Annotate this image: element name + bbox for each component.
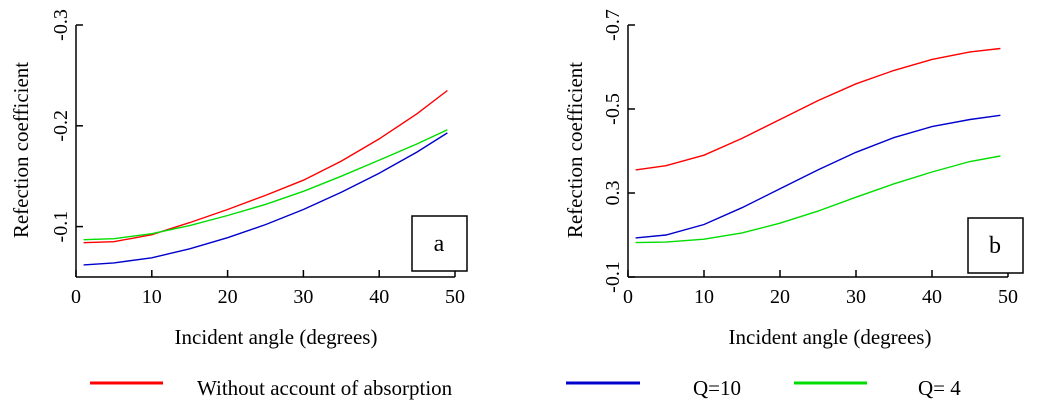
series-line-a-2	[83, 129, 448, 241]
panel-label-box-a	[411, 215, 468, 272]
legend-label-without-absorption: Without account of absorption	[197, 376, 453, 400]
y-tick-label-a: -0.3	[50, 9, 72, 41]
series-line-b-0	[635, 47, 1001, 171]
x-tick-label-b: 20	[770, 286, 790, 308]
panel-label-b: b	[989, 233, 1001, 259]
series-line-a-0	[83, 89, 448, 244]
x-tick-label-b: 40	[922, 286, 942, 308]
x-tick-label-a: 10	[142, 286, 162, 308]
y-axis-label-b: Refection coefficient	[563, 62, 587, 238]
y-tick-label-a: -0.2	[50, 110, 72, 142]
legend: Without account of absorption Q=10 Q= 4	[90, 376, 961, 400]
y-tick-label-b: -0.7	[602, 9, 624, 41]
panel-b: 0 10 20 30 40 50 -0.1 0.3 -0.5 -0.7 b Incident an…	[563, 9, 1024, 349]
panel-label-box-b	[967, 217, 1024, 274]
x-tick-label-b: 30	[846, 286, 866, 308]
x-tick-label-a: 0	[71, 286, 81, 308]
y-tick-label-b: -0.5	[602, 93, 624, 125]
x-tick-label-b: 0	[623, 286, 633, 308]
panel-label-a: a	[434, 231, 445, 257]
ticks-b: 0 10 20 30 40 50 -0.1 0.3 -0.5 -0.7	[602, 9, 1018, 308]
x-tick-label-a: 50	[445, 286, 465, 308]
legend-label-q4: Q= 4	[918, 376, 961, 400]
ticks-a: 0 10 20 30 40 50 -0.1 -0.2 -0.3	[50, 9, 465, 308]
y-axis-label-a: Refection coefficient	[9, 62, 33, 238]
series-line-b-1	[635, 114, 1001, 239]
series-b	[635, 47, 1001, 244]
x-tick-label-b: 10	[694, 286, 714, 308]
x-tick-label-b: 50	[998, 286, 1018, 308]
series-a	[83, 89, 448, 266]
x-tick-label-a: 40	[369, 286, 389, 308]
x-axis-label-b: Incident angle (degrees)	[729, 325, 932, 349]
legend-label-q10: Q=10	[693, 376, 741, 400]
x-tick-label-a: 30	[293, 286, 313, 308]
series-line-a-1	[83, 132, 448, 266]
y-tick-label-a: -0.1	[50, 211, 72, 243]
x-axis-label-a: Incident angle (degrees)	[175, 325, 378, 349]
panel-a: 0 10 20 30 40 50 -0.1 -0.2 -0.3 a Incident angle…	[9, 9, 468, 349]
y-tick-label-b: 0.3	[602, 181, 624, 206]
series-line-b-2	[635, 155, 1001, 244]
y-tick-label-b: -0.1	[602, 261, 624, 293]
x-tick-label-a: 20	[218, 286, 238, 308]
